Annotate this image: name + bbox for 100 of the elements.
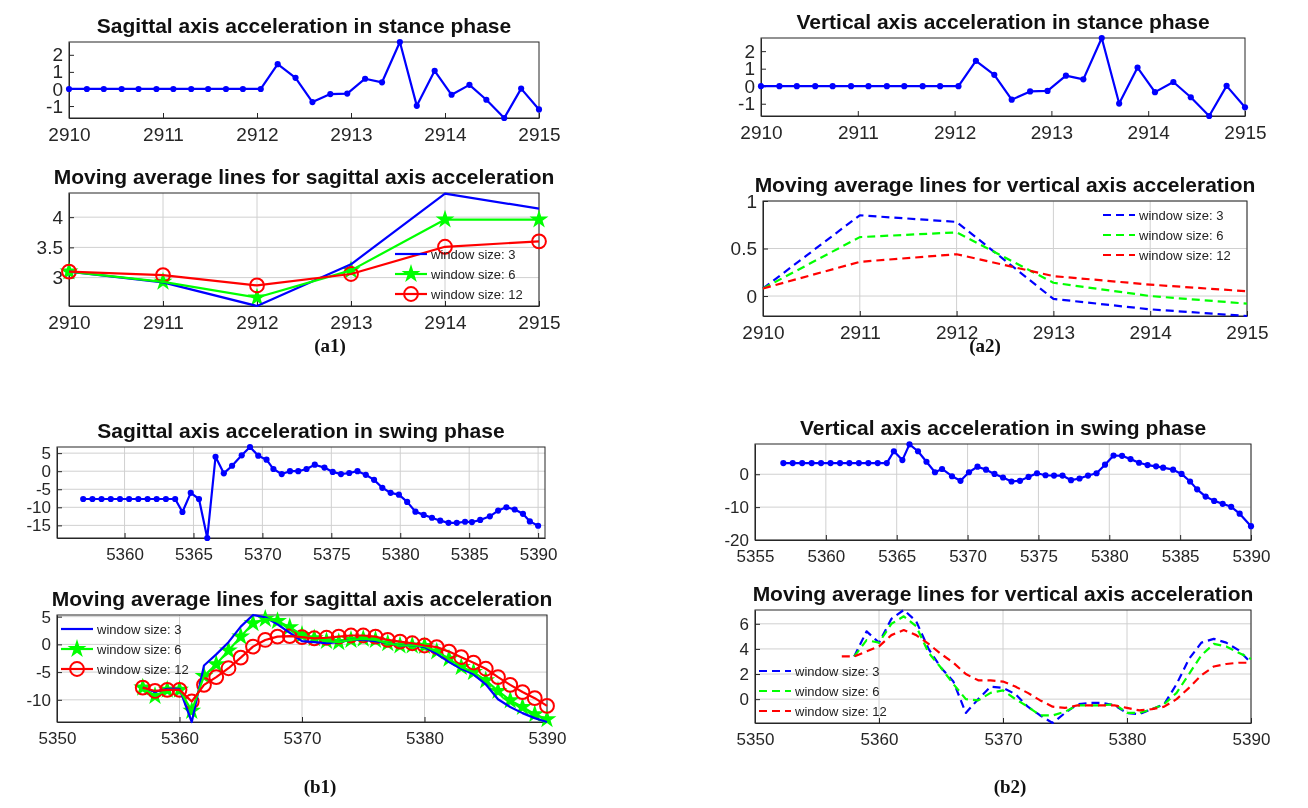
x-tick-label: 5350 (38, 729, 77, 749)
y-tick-label: 0.5 (730, 238, 757, 260)
x-tick-label: 5370 (984, 730, 1023, 750)
x-tick-label: 2913 (330, 312, 373, 334)
chart-title: Moving average lines for vertical axis acceleration (754, 173, 1256, 196)
point (281, 628, 298, 644)
y-tick-label: 6 (739, 614, 749, 634)
chart-title: Vertical axis acceleration in stance phase (796, 10, 1210, 33)
legend-label: window size: 3 (430, 247, 516, 262)
x-tick-label: 2912 (236, 312, 279, 334)
point (379, 632, 396, 648)
line-series (761, 231, 1249, 305)
x-tick-label: 5380 (381, 545, 420, 565)
x-tick-label: 2912 (933, 122, 977, 144)
point (294, 629, 310, 646)
point (539, 698, 555, 714)
y-tick-label: -10 (26, 498, 51, 518)
x-tick-label: 5370 (949, 547, 987, 567)
x-tick-label: 2910 (48, 124, 91, 146)
point (502, 676, 519, 693)
point (220, 660, 237, 677)
legend-label: window size: 6 (1138, 228, 1224, 243)
legend-label: window size: 6 (794, 684, 880, 699)
point (392, 633, 408, 650)
y-tick-label: 3.5 (36, 236, 63, 258)
x-tick-label: 5380 (406, 729, 444, 749)
text: (b2) (993, 776, 1027, 798)
y-tick-label: -5 (35, 663, 51, 683)
point (249, 277, 265, 294)
x-tick-label: 5375 (1020, 547, 1058, 567)
point (490, 669, 506, 685)
x-tick-label: 5390 (528, 729, 567, 749)
y-tick-label: 0 (41, 635, 51, 655)
y-tick-label: 4 (739, 639, 749, 659)
y-tick-label: 5 (41, 444, 51, 464)
point (269, 628, 286, 645)
text: (a1) (314, 335, 346, 357)
legend-label: window size: 3 (96, 622, 182, 637)
point (208, 669, 225, 685)
x-tick-label: 5370 (283, 729, 322, 749)
chart-title: Moving average lines for vertical axis acceleration (752, 582, 1254, 605)
x-tick-label: 2915 (1226, 322, 1269, 344)
chart-title: Moving average lines for sagittal axis acceleration (53, 165, 555, 188)
x-tick-label: 5355 (736, 547, 775, 567)
x-tick-label: 2910 (740, 122, 783, 144)
legend-label: window size: 3 (794, 664, 880, 679)
x-tick-label: 2915 (1224, 122, 1267, 144)
y-tick-label: -10 (26, 690, 51, 710)
x-tick-label: 5375 (312, 545, 351, 565)
point (531, 233, 547, 250)
x-tick-label: 5365 (878, 547, 917, 567)
point (343, 266, 359, 282)
x-tick-label: 5350 (736, 730, 775, 750)
chart-title: Moving average lines for sagittal axis acceleration (51, 587, 553, 610)
x-tick-label: 5380 (1108, 730, 1147, 750)
x-tick-label: 2912 (236, 124, 279, 146)
x-tick-label: 2914 (424, 312, 468, 334)
x-tick-label: 2915 (518, 312, 561, 334)
x-tick-label: 2913 (330, 124, 373, 146)
x-tick-label: 2911 (143, 124, 184, 146)
x-tick-label: 5385 (1161, 547, 1200, 567)
x-tick-label: 2911 (837, 122, 879, 144)
y-tick-label: 0 (41, 462, 51, 482)
y-tick-label: 0 (739, 690, 749, 710)
x-tick-label: 2914 (1127, 122, 1171, 144)
legend-label: window size: 12 (794, 704, 887, 719)
point (465, 654, 482, 671)
point (196, 676, 212, 693)
point (232, 649, 249, 666)
point (330, 628, 347, 645)
point (526, 690, 543, 707)
point (453, 649, 470, 666)
x-tick-label: 2914 (1129, 322, 1173, 344)
point (441, 643, 457, 660)
y-tick-label: -10 (724, 498, 749, 518)
point (514, 684, 531, 700)
y-tick-label: 0 (739, 465, 749, 485)
x-tick-label: 5390 (1232, 547, 1271, 567)
chart-title: Vertical axis acceleration in swing phase (799, 416, 1207, 439)
x-tick-label: 5360 (860, 730, 899, 750)
x-tick-label: 2913 (1030, 122, 1074, 144)
x-tick-label: 5365 (175, 545, 213, 565)
x-tick-label: 5360 (161, 729, 199, 749)
point (318, 629, 335, 646)
y-tick-label: -15 (26, 516, 51, 536)
point (428, 639, 445, 656)
x-tick-label: 2911 (143, 312, 184, 334)
legend-label: window size: 12 (96, 662, 189, 677)
chart-title: Sagittal axis acceleration in swing phase (97, 419, 505, 442)
x-tick-label: 2911 (839, 322, 881, 344)
x-tick-label: 5380 (1090, 547, 1129, 567)
y-tick-label: 2 (739, 664, 749, 684)
legend-label: window size: 12 (430, 287, 523, 302)
y-tick-label: 5 (41, 607, 51, 627)
x-tick-label: 5385 (450, 545, 489, 565)
y-tick-label: 1 (746, 190, 757, 212)
x-tick-label: 2910 (48, 312, 91, 334)
y-tick-label: 0 (746, 285, 757, 307)
legend-label: window size: 3 (1138, 208, 1224, 223)
x-tick-label: 5370 (243, 545, 282, 565)
